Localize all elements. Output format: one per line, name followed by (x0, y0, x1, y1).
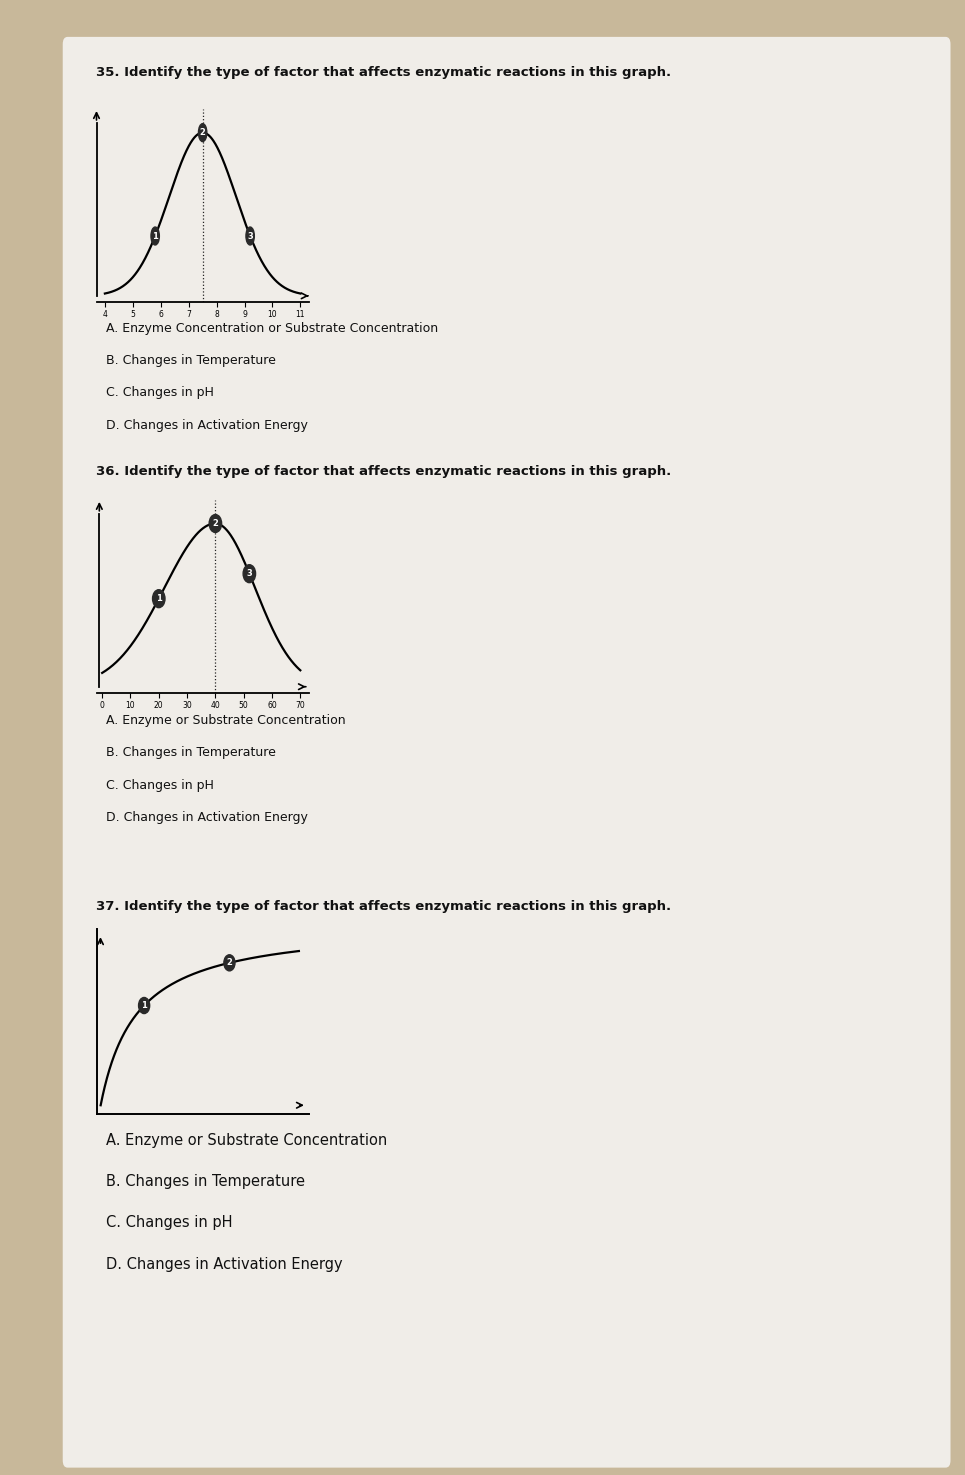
Ellipse shape (246, 227, 255, 245)
Text: 1: 1 (155, 594, 162, 603)
Text: C. Changes in pH: C. Changes in pH (106, 1215, 233, 1230)
Text: 2: 2 (227, 959, 233, 968)
Ellipse shape (209, 515, 222, 532)
Text: 37. Identify the type of factor that affects enzymatic reactions in this graph.: 37. Identify the type of factor that aff… (96, 900, 672, 913)
Text: B. Changes in Temperature: B. Changes in Temperature (106, 354, 276, 367)
Text: D. Changes in Activation Energy: D. Changes in Activation Energy (106, 419, 308, 432)
Text: B. Changes in Temperature: B. Changes in Temperature (106, 1174, 305, 1189)
Ellipse shape (224, 954, 235, 971)
Text: 2: 2 (200, 128, 206, 137)
Text: 1: 1 (152, 232, 158, 240)
Text: B. Changes in Temperature: B. Changes in Temperature (106, 746, 276, 760)
Text: C. Changes in pH: C. Changes in pH (106, 779, 214, 792)
Text: D. Changes in Activation Energy: D. Changes in Activation Energy (106, 811, 308, 825)
Ellipse shape (139, 997, 150, 1013)
Text: A. Enzyme or Substrate Concentration: A. Enzyme or Substrate Concentration (106, 714, 345, 727)
Ellipse shape (199, 124, 207, 142)
Ellipse shape (243, 565, 256, 583)
Ellipse shape (152, 590, 165, 608)
Text: C. Changes in pH: C. Changes in pH (106, 386, 214, 400)
Text: A. Enzyme or Substrate Concentration: A. Enzyme or Substrate Concentration (106, 1133, 387, 1148)
Text: 35. Identify the type of factor that affects enzymatic reactions in this graph.: 35. Identify the type of factor that aff… (96, 66, 672, 80)
Text: A. Enzyme Concentration or Substrate Concentration: A. Enzyme Concentration or Substrate Con… (106, 322, 438, 335)
Text: D. Changes in Activation Energy: D. Changes in Activation Energy (106, 1257, 343, 1271)
Text: 3: 3 (246, 569, 252, 578)
Text: 2: 2 (212, 519, 218, 528)
Text: 1: 1 (141, 1002, 147, 1010)
Text: 36. Identify the type of factor that affects enzymatic reactions in this graph.: 36. Identify the type of factor that aff… (96, 465, 672, 478)
Text: 3: 3 (247, 232, 253, 240)
Ellipse shape (151, 227, 159, 245)
